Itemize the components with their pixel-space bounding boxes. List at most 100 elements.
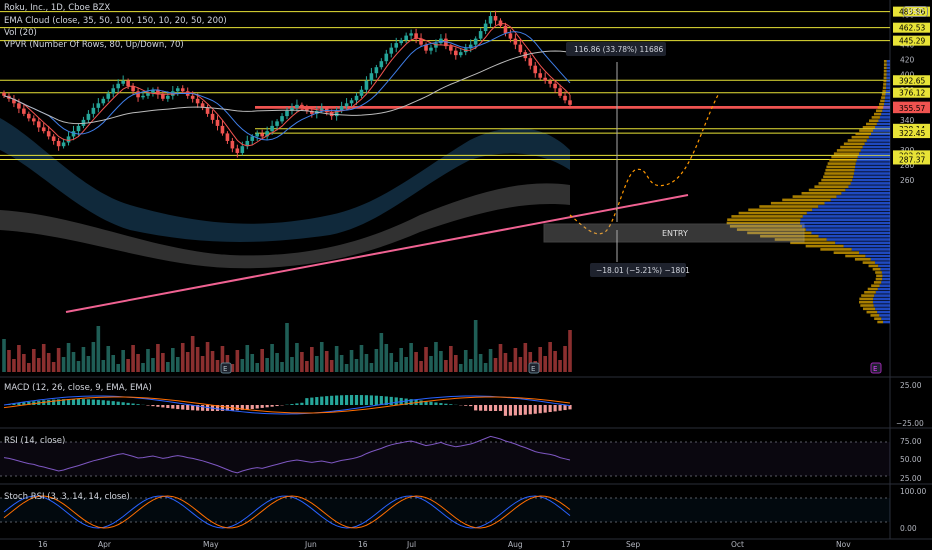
vpvr-bar-down: [738, 211, 807, 215]
volume-bar: [215, 360, 220, 372]
vpvr-bar-up: [824, 201, 890, 205]
volume-bar: [161, 353, 165, 372]
macd-histogram-bar: [131, 403, 135, 405]
volume-bar: [141, 363, 145, 372]
entry-zone[interactable]: [543, 223, 805, 243]
vpvr-bar-down: [861, 294, 875, 297]
volume-bar: [563, 346, 567, 372]
macd-histogram-bar: [493, 405, 498, 411]
candle-body: [285, 110, 289, 117]
vpvr-bar-up: [881, 281, 890, 284]
macd-histogram-bar: [66, 399, 71, 405]
candle-body: [215, 119, 220, 126]
vpvr-bar-down: [883, 79, 887, 83]
price-level-badge-label: 462.53: [899, 24, 925, 33]
macd-histogram-bar: [265, 405, 269, 408]
vpvr-bar-down: [875, 277, 883, 281]
vpvr-bar-up: [883, 102, 890, 106]
candle-body: [334, 110, 339, 117]
candle-body: [493, 16, 498, 21]
rsi-legend: RSI (14, close): [4, 436, 66, 446]
macd-histogram-bar: [295, 403, 299, 405]
vpvr-bar-down: [882, 86, 887, 89]
candle-body: [528, 58, 533, 66]
moving-average-line: [3, 31, 571, 141]
vpvr-bar-down: [862, 261, 875, 264]
macd-histogram-bar: [61, 399, 66, 405]
macd-histogram-bar: [444, 403, 448, 405]
volume-bar: [300, 352, 304, 372]
price-axis-tick-label: 400: [900, 71, 915, 80]
vpvr-bar-up: [853, 175, 890, 179]
price-axis-tick-label: 280: [900, 161, 915, 170]
vpvr-bar-up: [859, 251, 890, 254]
earnings-marker-box[interactable]: [220, 362, 232, 374]
volume-bar: [379, 333, 384, 372]
volume-bar: [200, 356, 205, 372]
vpvr-bar-down: [869, 119, 879, 122]
candle-body: [404, 35, 408, 41]
volume-bar: [473, 320, 478, 372]
candle-body: [126, 80, 130, 87]
candle-body: [310, 110, 314, 114]
currency-badge[interactable]: USD: [902, 6, 928, 17]
candle-body: [553, 83, 557, 89]
candle-body: [369, 73, 374, 81]
volume-bar: [458, 364, 463, 372]
macd-histogram-bar: [513, 405, 517, 416]
vpvr-bar-up: [886, 69, 890, 73]
volume-bar: [260, 349, 264, 372]
macd-histogram-bar: [563, 405, 567, 411]
volume-bar: [61, 357, 66, 372]
volume-bar: [369, 363, 374, 372]
vpvr-bar-up: [859, 152, 890, 155]
vpvr-bar-down: [872, 267, 881, 271]
volume-bar: [270, 344, 274, 372]
candle-body: [161, 94, 165, 99]
vpvr-bar-down: [866, 310, 878, 314]
candle-body: [548, 80, 552, 84]
candle-body: [245, 140, 250, 147]
vpvr-bar-down: [883, 60, 887, 63]
macd-histogram-bar: [558, 405, 562, 411]
stoch-d-line: [3, 495, 571, 529]
support-trendline[interactable]: [65, 194, 689, 313]
macd-histogram-bar: [215, 405, 220, 411]
vpvr-bar-up: [876, 122, 890, 126]
macd-legend: MACD (12, 26, close, 9, EMA, EMA): [4, 383, 152, 393]
stoch-axis-tick: 100.00: [900, 487, 926, 496]
candle-body: [568, 100, 572, 105]
earnings-marker-box[interactable]: [870, 362, 882, 374]
candle-body: [205, 107, 210, 114]
vpvr-bar-up: [853, 172, 890, 175]
vpvr-bar-up: [871, 132, 890, 136]
candle-body: [81, 119, 86, 126]
earnings-marker-box[interactable]: [528, 362, 540, 374]
vpvr-bar-up: [818, 205, 890, 208]
vpvr-bar-up: [802, 215, 890, 218]
macd-histogram-bar: [176, 405, 180, 410]
volume-bar: [131, 345, 135, 372]
vpvr-bar-down: [833, 152, 860, 155]
time-axis-tick-label: 16: [38, 540, 48, 549]
macd-histogram-bar: [320, 396, 324, 405]
candle-body: [543, 77, 547, 81]
vpvr-bar-down: [826, 165, 856, 169]
candle-body: [379, 61, 384, 68]
macd-histogram-bar: [32, 401, 36, 405]
candle-body: [27, 113, 31, 119]
macd-histogram-bar: [52, 399, 56, 405]
candle-body: [190, 95, 195, 99]
price-level-badge-label: 322.45: [899, 129, 925, 138]
macd-histogram-bar: [126, 402, 130, 405]
vpvr-bar-down: [736, 228, 806, 231]
candle-body: [503, 25, 508, 34]
vpvr-bar-down: [747, 231, 812, 235]
vpvr-bar-down: [868, 264, 879, 268]
vpvr-bar-up: [885, 93, 890, 96]
volume-bar: [136, 354, 140, 372]
volume-bar: [166, 362, 170, 372]
volume-bar: [374, 349, 379, 372]
macd-histogram-bar: [101, 400, 105, 405]
